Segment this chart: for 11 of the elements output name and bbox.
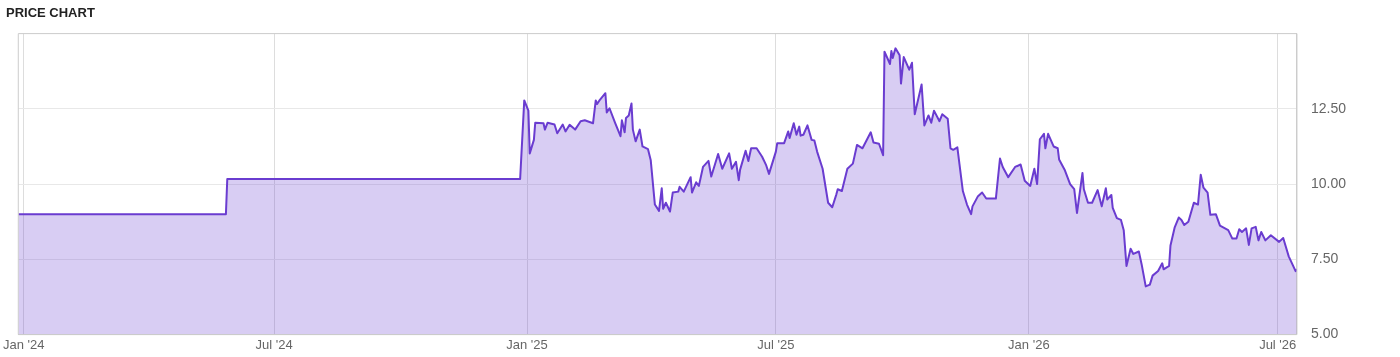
- y-tick-label: 12.50: [1310, 99, 1347, 116]
- y-tick-label: 10.00: [1310, 174, 1347, 191]
- chart-title: PRICE CHART: [6, 5, 95, 21]
- x-tick-label: Jan '25: [506, 336, 548, 352]
- x-tick-label: Jul '25: [757, 336, 795, 352]
- x-tick-label: Jan '24: [3, 336, 45, 352]
- x-tick-label: Jan '26: [1008, 336, 1050, 352]
- y-tick-label: 5.00: [1310, 325, 1339, 342]
- x-tick-label: Jul '26: [1259, 336, 1297, 352]
- x-tick-label: Jul '24: [255, 336, 293, 352]
- y-tick-label: 7.50: [1310, 250, 1339, 267]
